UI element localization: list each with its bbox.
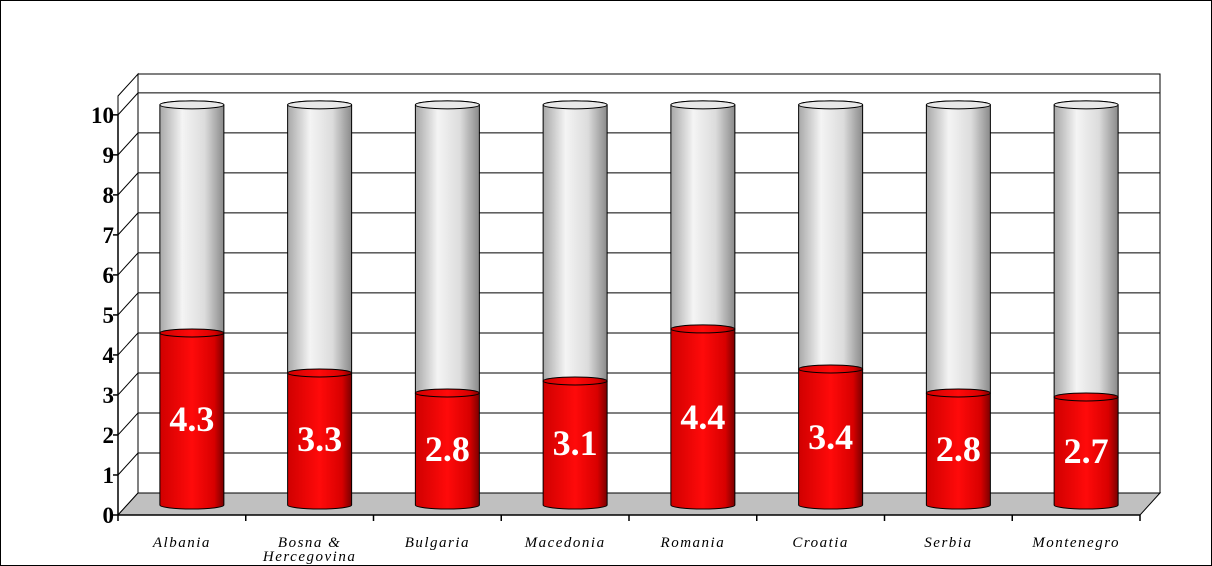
x-tick-label: Albania xyxy=(152,535,211,551)
gridline-side xyxy=(117,292,139,316)
data-label: 4.3 xyxy=(169,399,214,439)
bar-bosna-hercegovina xyxy=(287,100,353,510)
bar-remainder xyxy=(414,100,480,394)
data-label: 2.7 xyxy=(1064,431,1109,471)
plot-walls xyxy=(116,72,1162,517)
bar-value xyxy=(925,388,991,510)
bar-top-cap xyxy=(414,100,480,110)
gridline-side xyxy=(117,132,139,156)
gridline-side xyxy=(117,372,139,396)
y-tick-label: 8 xyxy=(103,183,115,208)
x-tick-label: Bulgaria xyxy=(405,535,470,551)
data-label: 2.8 xyxy=(936,429,981,469)
gridline-side xyxy=(117,212,139,236)
y-tick-label: 2 xyxy=(103,423,115,448)
bar-value xyxy=(287,368,353,510)
bar-value xyxy=(670,324,736,510)
x-tick-label: Bosna & xyxy=(278,535,341,551)
bar-value xyxy=(414,388,480,510)
data-label: 4.4 xyxy=(680,397,725,437)
bar-remainder xyxy=(670,100,736,330)
x-tick-label: Hercegovina xyxy=(262,549,356,565)
bar-top-cap xyxy=(925,100,991,110)
bar-remainder xyxy=(542,100,608,382)
bar-value-edge xyxy=(287,372,353,378)
bars xyxy=(159,100,1119,510)
data-label: 2.8 xyxy=(425,429,470,469)
data-label: 3.4 xyxy=(808,417,853,457)
bar-bulgaria xyxy=(414,100,480,510)
bar-remainder xyxy=(798,100,864,370)
bar-value-edge xyxy=(925,392,991,398)
y-tick-label: 7 xyxy=(103,223,115,248)
bar-value-edge xyxy=(670,328,736,334)
x-axis: Albania Bosna &Hercegovina Bulgaria Macedon… xyxy=(117,514,1141,565)
x-tick-label: Romania xyxy=(660,535,726,551)
y-tick-label: 5 xyxy=(103,303,115,328)
bar-top-cap xyxy=(798,100,864,110)
data-label: 3.1 xyxy=(553,423,598,463)
bar-value-edge xyxy=(798,368,864,374)
bar-remainder xyxy=(1053,100,1119,398)
bar-montenegro xyxy=(1053,100,1119,510)
x-tick-label: Montenegro xyxy=(1031,535,1120,551)
gridline-side xyxy=(117,92,139,116)
data-label: 3.3 xyxy=(297,419,342,459)
bar-top-cap xyxy=(159,100,225,110)
y-tick-label: 1 xyxy=(103,463,115,488)
bar-value-edge xyxy=(159,332,225,338)
bar-romania xyxy=(670,100,736,510)
x-tick-label: Serbia xyxy=(924,535,972,551)
bar-value-edge xyxy=(1053,396,1119,402)
y-axis: 0 1 2 3 4 5 6 7 8 9 10 xyxy=(91,103,119,528)
left-wall xyxy=(117,72,139,517)
gridline-side xyxy=(117,252,139,276)
bar-croatia xyxy=(798,100,864,510)
bar-value-edge xyxy=(414,392,480,398)
bar-remainder xyxy=(159,100,225,334)
bar-albania xyxy=(159,100,225,510)
gridline-side xyxy=(117,452,139,476)
bar-remainder xyxy=(287,100,353,374)
y-tick-label: 6 xyxy=(103,263,115,288)
bar-top-cap xyxy=(1053,100,1119,110)
x-tick-label: Croatia xyxy=(792,535,849,551)
bar-value-edge xyxy=(542,380,608,386)
gridline-side xyxy=(117,412,139,436)
y-tick-label: 4 xyxy=(103,343,115,368)
y-tick-label: 3 xyxy=(103,383,115,408)
bar-serbia xyxy=(925,100,991,510)
gridline-side xyxy=(117,172,139,196)
gridline-side xyxy=(117,332,139,356)
y-tick-label: 10 xyxy=(91,103,114,128)
x-tick-label: Macedonia xyxy=(524,535,606,551)
data-labels: 4.3 3.3 2.8 3.1 4.4 3.4 2.8 2.7 xyxy=(169,397,1108,471)
bar-top-cap xyxy=(670,100,736,110)
floor xyxy=(116,492,1162,516)
bar-remainder xyxy=(925,100,991,394)
bar-macedonia xyxy=(542,100,608,510)
y-tick-label: 0 xyxy=(103,503,115,528)
bar-value xyxy=(542,376,608,510)
y-tick-label: 9 xyxy=(103,143,115,168)
bar-top-cap xyxy=(542,100,608,110)
bar-top-cap xyxy=(287,100,353,110)
